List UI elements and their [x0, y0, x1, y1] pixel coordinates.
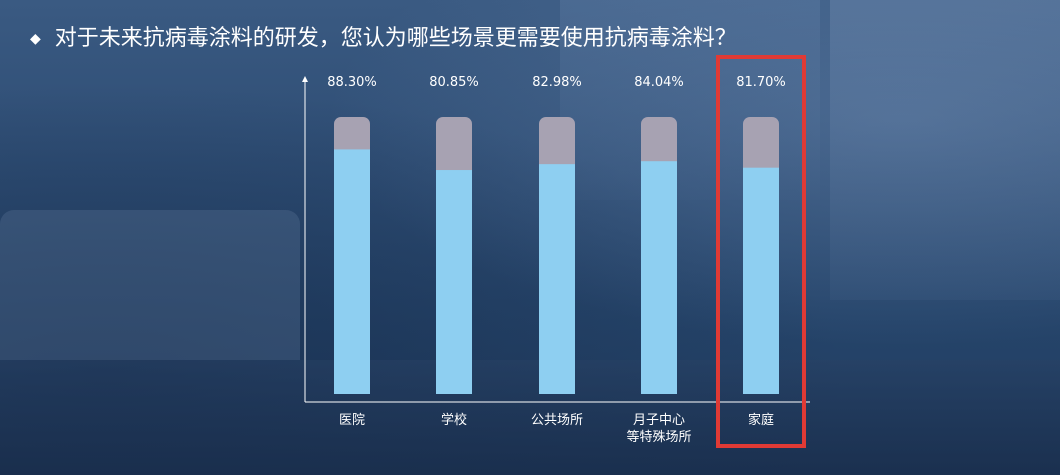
y-axis-arrow-icon: [302, 76, 308, 82]
data-label: 82.98%: [532, 75, 582, 90]
data-label: 81.70%: [736, 75, 786, 90]
background-sofa: [0, 210, 300, 360]
bar: [641, 161, 677, 394]
page-title: ◆ 对于未来抗病毒涂料的研发，您认为哪些场景更需要使用抗病毒涂料？: [30, 24, 737, 54]
highlight-box: [716, 55, 806, 448]
x-tick-label: 等特殊场所: [626, 429, 691, 445]
diamond-bullet-icon: ◆: [30, 31, 41, 47]
bar: [539, 164, 575, 394]
background-floor: [0, 360, 1060, 475]
data-label: 88.30%: [327, 75, 377, 90]
x-tick-label: 家庭: [748, 412, 774, 428]
bar: [743, 167, 779, 394]
page-title-text: 对于未来抗病毒涂料的研发，您认为哪些场景更需要使用抗病毒涂料？: [54, 26, 737, 51]
x-tick-label: 公共场所: [531, 413, 583, 428]
bar: [436, 170, 472, 394]
background-cabinet: [830, 0, 1060, 300]
bar: [334, 149, 370, 394]
x-tick-label: 月子中心: [633, 413, 685, 428]
data-label: 84.04%: [634, 75, 684, 90]
x-tick-label: 医院: [339, 413, 365, 428]
data-label: 80.85%: [429, 75, 479, 90]
x-tick-label: 学校: [441, 412, 467, 428]
